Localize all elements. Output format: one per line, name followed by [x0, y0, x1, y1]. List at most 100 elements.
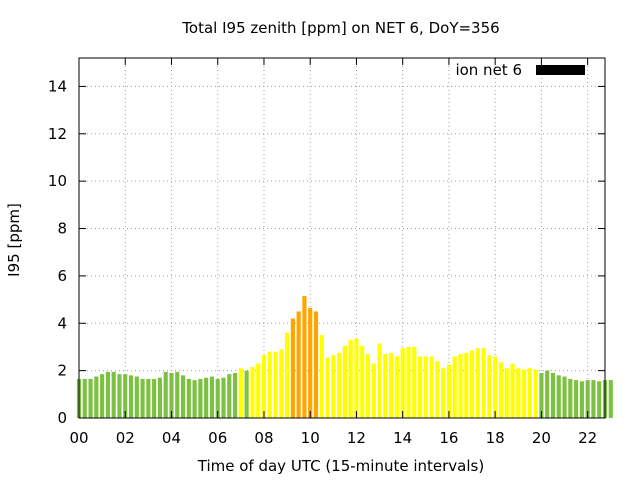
- bar: [360, 345, 365, 418]
- y-tick-label: 4: [57, 314, 67, 332]
- bar: [516, 368, 521, 418]
- bar: [105, 371, 110, 418]
- bar: [498, 362, 504, 418]
- bar: [238, 368, 243, 418]
- x-tick-label: 14: [393, 429, 412, 447]
- y-axis-label: I95 [ppm]: [5, 203, 23, 277]
- bar: [163, 371, 168, 418]
- x-tick-label: 10: [301, 429, 320, 447]
- bar: [597, 381, 602, 418]
- bar: [504, 368, 509, 418]
- bar: [227, 374, 232, 418]
- bar: [469, 350, 475, 418]
- bar: [302, 296, 307, 418]
- bar: [169, 373, 174, 418]
- bar: [417, 356, 423, 418]
- bar: [464, 352, 469, 418]
- bar: [608, 380, 613, 418]
- bar: [186, 378, 191, 418]
- x-tick-label: 16: [439, 429, 458, 447]
- bar: [394, 356, 399, 418]
- bar: [574, 380, 579, 418]
- bar: [365, 354, 371, 418]
- bar: [446, 364, 452, 418]
- y-tick-label: 2: [57, 362, 67, 380]
- bar: [377, 343, 382, 418]
- bar: [100, 374, 105, 418]
- bar: [475, 348, 480, 418]
- bar: [175, 371, 180, 418]
- bar: [215, 378, 220, 418]
- x-tick-label: 06: [208, 429, 227, 447]
- bar: [111, 371, 116, 418]
- bar: [493, 356, 498, 418]
- bar: [337, 352, 342, 418]
- bar: [435, 361, 440, 418]
- legend-label: ion net 6: [455, 61, 522, 79]
- bar: [232, 373, 238, 418]
- y-tick-label: 6: [57, 267, 67, 285]
- bar: [82, 378, 87, 418]
- bar: [348, 339, 353, 418]
- bar: [313, 311, 319, 418]
- bar: [279, 349, 284, 418]
- bar: [441, 368, 446, 418]
- bar: [198, 378, 203, 418]
- x-tick-label: 08: [254, 429, 273, 447]
- bar: [221, 377, 226, 418]
- bar: [383, 354, 388, 418]
- chart-title: Total I95 zenith [ppm] on NET 6, DoY=356: [181, 19, 499, 37]
- x-tick-label: 18: [486, 429, 505, 447]
- bar: [209, 376, 215, 418]
- bar: [487, 355, 492, 418]
- bar: [128, 375, 134, 418]
- y-tick-label: 0: [57, 409, 67, 427]
- bar: [94, 376, 99, 418]
- bar: [256, 363, 261, 418]
- bar: [342, 345, 347, 418]
- bar: [204, 377, 209, 418]
- bar: [568, 378, 573, 418]
- bar: [550, 373, 556, 418]
- bar: [406, 346, 411, 418]
- bar: [585, 380, 590, 418]
- bar: [261, 355, 267, 418]
- bar: [452, 356, 457, 418]
- bar: [458, 354, 463, 418]
- bar: [429, 356, 434, 418]
- x-tick-label: 20: [532, 429, 551, 447]
- y-tick-label: 12: [48, 125, 67, 143]
- bars: [76, 296, 613, 418]
- legend: ion net 6: [455, 61, 585, 79]
- legend-swatch: [536, 65, 585, 75]
- bar: [562, 376, 567, 418]
- bar: [285, 332, 290, 418]
- bar: [527, 368, 532, 418]
- bar: [539, 373, 544, 418]
- bar: [152, 378, 157, 418]
- bar: [140, 378, 145, 418]
- x-tick-labels: 00 02 04 06 08 10 12 14 16 18 20 22: [69, 429, 597, 447]
- bar: [591, 380, 596, 418]
- grid: [79, 58, 605, 418]
- bar: [556, 375, 561, 418]
- bar: [545, 370, 550, 418]
- y-tick-label: 14: [48, 77, 67, 95]
- bar: [290, 318, 295, 418]
- bar: [325, 357, 330, 418]
- bar: [250, 367, 255, 418]
- bar: [400, 348, 405, 418]
- bar: [354, 338, 359, 418]
- x-tick-label: 00: [69, 429, 88, 447]
- bar: [267, 351, 272, 418]
- y-tick-labels: 0 2 4 6 8 10 12 14: [48, 77, 67, 427]
- bar: [146, 378, 151, 418]
- bar: [412, 346, 417, 418]
- bar: [389, 352, 394, 418]
- bar: [319, 335, 324, 418]
- bar: [331, 355, 336, 418]
- plot-frame: [78, 57, 606, 419]
- bar: [88, 378, 93, 418]
- bar: [481, 348, 486, 418]
